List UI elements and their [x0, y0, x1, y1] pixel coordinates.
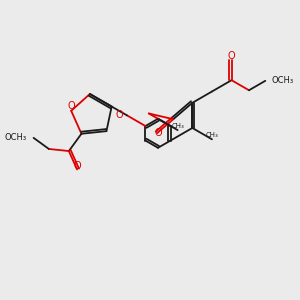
Text: O: O [116, 110, 123, 120]
Text: CH₃: CH₃ [206, 132, 218, 138]
Text: OCH₃: OCH₃ [4, 134, 26, 142]
Text: O: O [73, 160, 81, 171]
Text: O: O [155, 128, 162, 138]
Text: CH₃: CH₃ [171, 123, 184, 129]
Text: O: O [228, 51, 236, 61]
Text: O: O [68, 101, 75, 111]
Text: OCH₃: OCH₃ [272, 76, 294, 85]
